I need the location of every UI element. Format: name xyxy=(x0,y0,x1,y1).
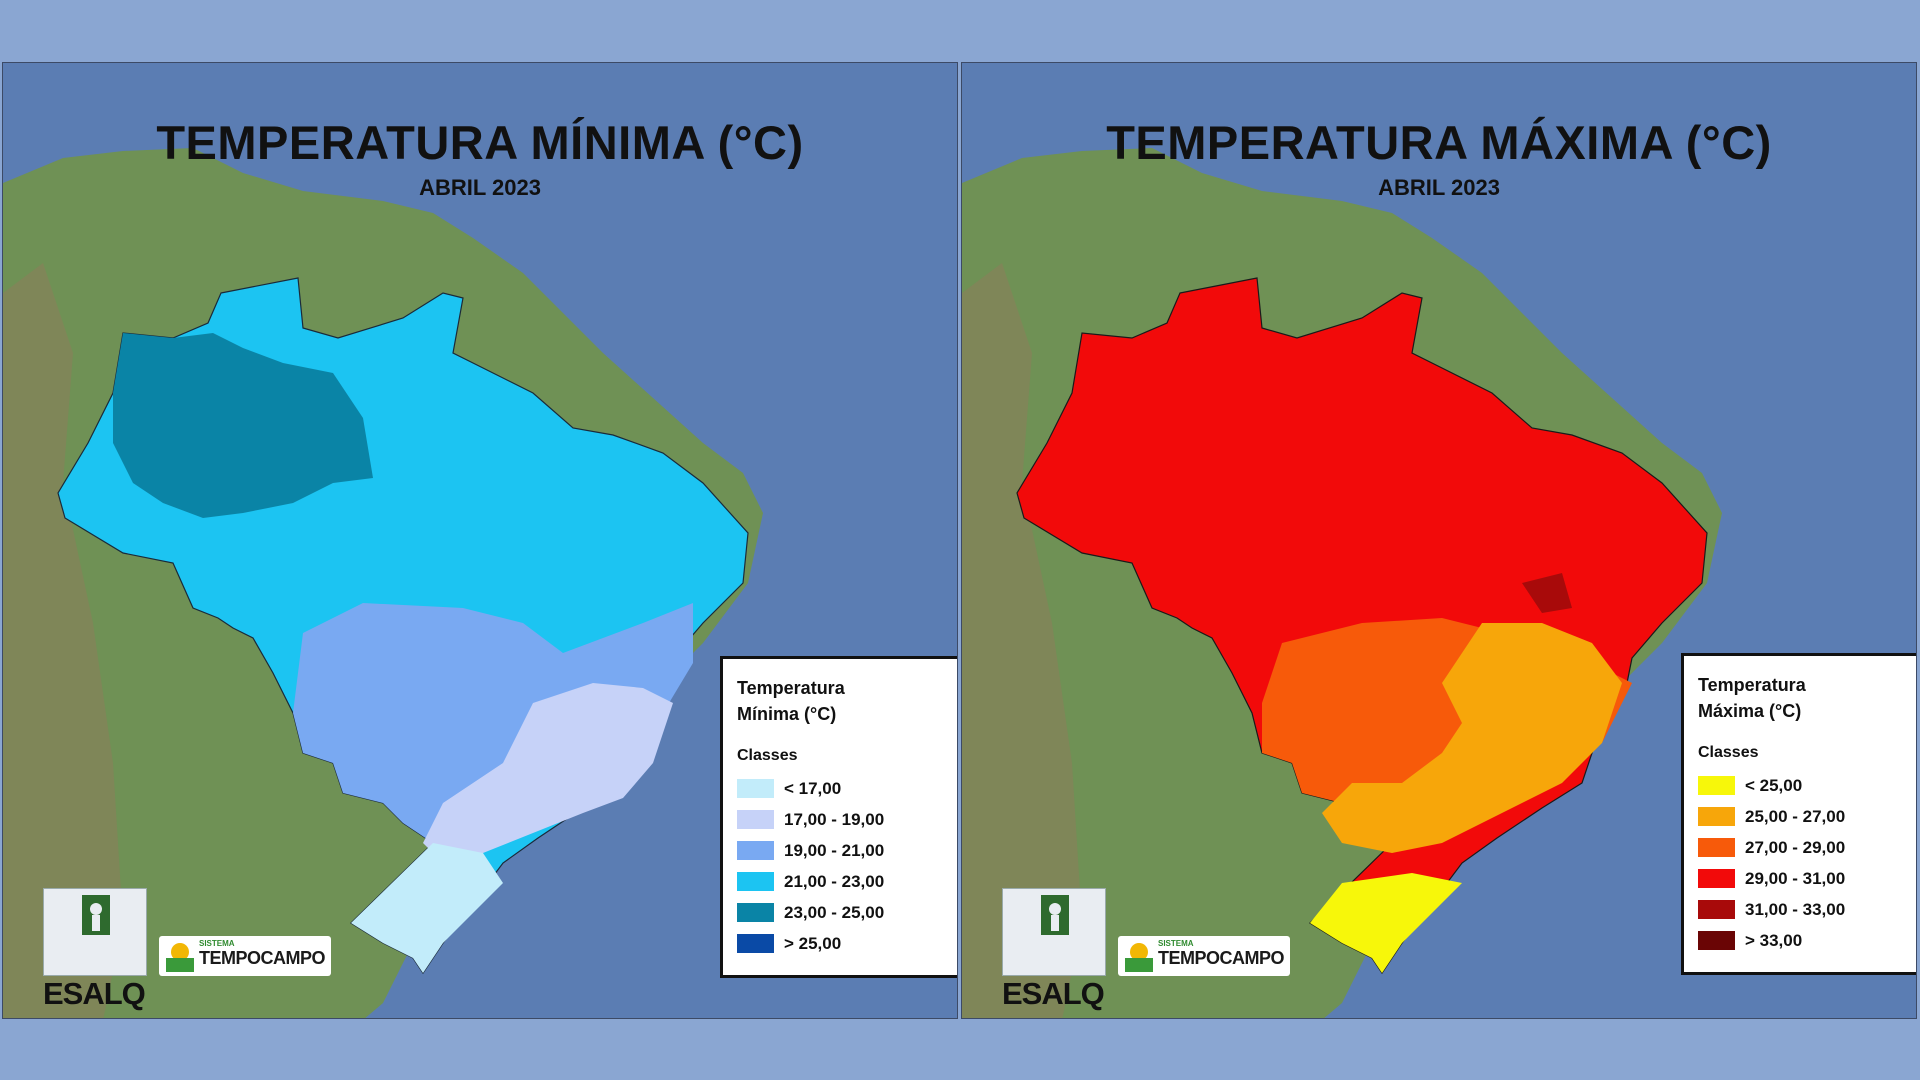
legend-item-label: 31,00 - 33,00 xyxy=(1745,899,1846,919)
legend-item: 29,00 - 31,00 xyxy=(1698,863,1910,894)
esalq-emblem-icon xyxy=(1002,888,1106,976)
map-title: TEMPERATURA MÍNIMA (°C) xyxy=(156,116,804,169)
esalq-logo-text: ESALQ xyxy=(1002,976,1105,1011)
legend-item: 31,00 - 33,00 xyxy=(1698,894,1910,925)
tempocampo-logo: SISTEMA TEMPOCAMPO xyxy=(159,936,331,976)
legend-item: < 17,00 xyxy=(737,773,949,804)
legend-swatch xyxy=(1698,900,1735,919)
legend-swatch xyxy=(1698,931,1735,950)
andes-mountains xyxy=(962,263,1082,1018)
legend-item: 27,00 - 29,00 xyxy=(1698,832,1910,863)
max-temperature-map-panel: TEMPERATURA MÁXIMA (°C) ABRIL 2023 Tempe… xyxy=(961,62,1917,1019)
legend-swatch xyxy=(1698,838,1735,857)
max-temperature-map xyxy=(962,63,1916,1018)
min-temperature-map xyxy=(3,63,957,1018)
legend-classes-label: Classes xyxy=(1698,744,1759,761)
legend-item-label: 19,00 - 21,00 xyxy=(784,840,885,860)
legend-item-label: 23,00 - 25,00 xyxy=(784,902,885,922)
legend: Temperatura Máxima (°C) Classes < 25,00 … xyxy=(1681,653,1916,975)
tempocampo-logo: SISTEMA TEMPOCAMPO xyxy=(1118,936,1290,976)
legend-swatch xyxy=(1698,869,1735,888)
legend-item-label: 25,00 - 27,00 xyxy=(1745,806,1846,826)
legend-item-label: < 17,00 xyxy=(784,778,842,798)
esalq-logo: ESALQ xyxy=(1002,888,1106,1011)
legend-swatch xyxy=(737,779,774,798)
esalq-logo-text: ESALQ xyxy=(43,976,146,1011)
legend-item: 21,00 - 23,00 xyxy=(737,866,949,897)
legend-swatch xyxy=(737,841,774,860)
legend-swatch xyxy=(737,872,774,891)
legend-item-label: 27,00 - 29,00 xyxy=(1745,837,1846,857)
max-region-below-25 xyxy=(1310,873,1462,973)
legend-swatch xyxy=(1698,776,1735,795)
legend-swatch xyxy=(737,903,774,922)
min-region-below-17 xyxy=(351,843,503,973)
legend-item: 17,00 - 19,00 xyxy=(737,804,949,835)
min-region-23-25 xyxy=(113,333,373,518)
legend-title: Temperatura Mínima (°C) xyxy=(737,678,845,724)
esalq-logo: ESALQ xyxy=(43,888,147,1011)
map-subtitle: ABRIL 2023 xyxy=(1378,175,1500,200)
legend-classes-label: Classes xyxy=(737,747,798,764)
max-region-31-33 xyxy=(1522,573,1572,613)
legend-item: > 33,00 xyxy=(1698,925,1910,956)
legend-item-label: 17,00 - 19,00 xyxy=(784,809,885,829)
tempocampo-big-text: TEMPOCAMPO xyxy=(1158,948,1285,968)
esalq-emblem-icon xyxy=(43,888,147,976)
legend-item: < 25,00 xyxy=(1698,770,1910,801)
andes-mountains xyxy=(3,263,123,1018)
legend-swatch xyxy=(737,810,774,829)
legend-item-label: < 25,00 xyxy=(1745,775,1803,795)
legend-item-label: > 33,00 xyxy=(1745,930,1803,950)
sun-field-icon xyxy=(1125,943,1153,972)
legend-item-label: 29,00 - 31,00 xyxy=(1745,868,1846,888)
max-region-25-27 xyxy=(1322,623,1622,853)
legend-item: 19,00 - 21,00 xyxy=(737,835,949,866)
map-subtitle: ABRIL 2023 xyxy=(419,175,541,200)
min-temperature-map-panel: TEMPERATURA MÍNIMA (°C) ABRIL 2023 Tempe… xyxy=(2,62,958,1019)
legend-item-label: > 25,00 xyxy=(784,933,842,953)
legend: Temperatura Mínima (°C) Classes < 17,00 … xyxy=(720,656,957,978)
sun-field-icon xyxy=(166,943,194,972)
legend-item-label: 21,00 - 23,00 xyxy=(784,871,885,891)
legend-swatch xyxy=(1698,807,1735,826)
legend-item: > 25,00 xyxy=(737,928,949,959)
tempocampo-big-text: TEMPOCAMPO xyxy=(199,948,326,968)
min-region-17-19 xyxy=(423,683,673,863)
map-title: TEMPERATURA MÁXIMA (°C) xyxy=(1106,116,1772,169)
tempocampo-small-text: SISTEMA xyxy=(1158,939,1194,948)
tempocampo-small-text: SISTEMA xyxy=(199,939,235,948)
legend-swatch xyxy=(737,934,774,953)
legend-item: 25,00 - 27,00 xyxy=(1698,801,1910,832)
legend-item: 23,00 - 25,00 xyxy=(737,897,949,928)
legend-title: Temperatura Máxima (°C) xyxy=(1698,675,1806,721)
